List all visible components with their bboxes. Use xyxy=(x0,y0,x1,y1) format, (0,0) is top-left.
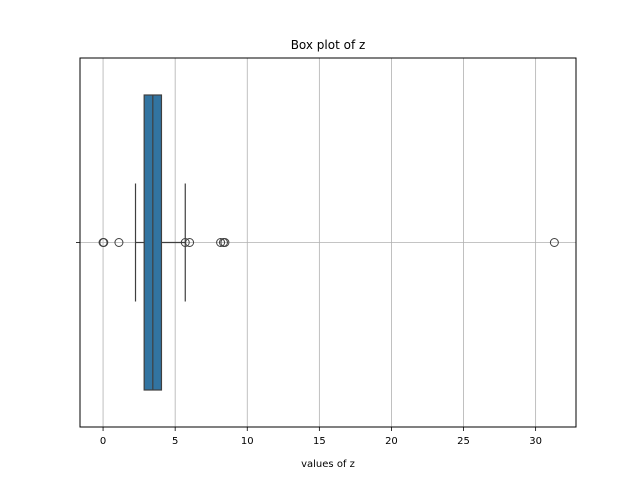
outlier-point-3 xyxy=(180,238,190,247)
outlier-point-5 xyxy=(216,238,226,247)
outlier-point-7 xyxy=(220,238,230,247)
outlier-point-2 xyxy=(114,238,124,247)
grid-lines xyxy=(80,58,576,427)
x-tick-label-1: 5 xyxy=(172,436,178,447)
x-axis-ticks: 0 5 10 15 20 25 30 xyxy=(76,242,542,447)
x-tick-label-0: 0 xyxy=(100,436,106,447)
x-axis-label: values of z xyxy=(301,459,355,470)
x-tick-label-5: 25 xyxy=(457,436,470,447)
outlier-point-4 xyxy=(185,238,195,247)
x-tick-label-6: 30 xyxy=(529,436,542,447)
x-tick-label-2: 10 xyxy=(241,436,254,447)
x-tick-label-3: 15 xyxy=(313,436,326,447)
outlier-point-8 xyxy=(549,238,559,247)
chart-title: Box plot of z xyxy=(291,38,366,52)
x-tick-label-4: 20 xyxy=(385,436,398,447)
plot-area xyxy=(98,94,559,391)
outlier-point-1 xyxy=(99,238,109,247)
